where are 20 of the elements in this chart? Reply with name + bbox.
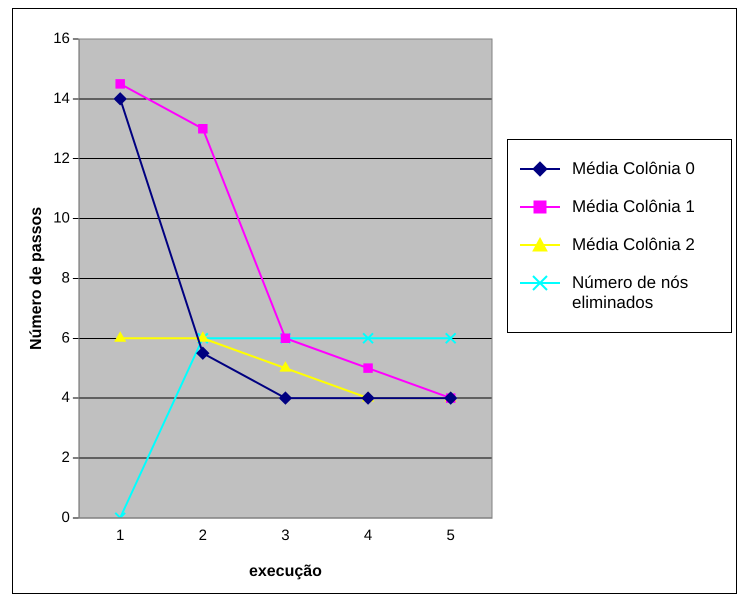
y-tick-label: 2 <box>62 449 70 466</box>
x-tick-label: 3 <box>281 526 290 544</box>
y-tick-label: 12 <box>53 150 70 167</box>
y-tick-label: 16 <box>53 30 70 48</box>
x-tick-label: 1 <box>116 526 124 544</box>
y-tick-label: 4 <box>62 389 70 406</box>
x-tick-label: 5 <box>446 526 455 544</box>
y-tick-label: 8 <box>62 270 70 287</box>
y-tick-label: 14 <box>53 90 70 107</box>
legend-label: Média Colônia 1 <box>572 197 695 217</box>
x-axis-title: execução <box>248 562 322 580</box>
y-tick-label: 0 <box>62 508 70 526</box>
legend-label: Média Colônia 2 <box>572 235 695 255</box>
y-tick-label: 6 <box>62 329 70 346</box>
x-tick-label: 2 <box>198 526 207 544</box>
x-tick-label: 4 <box>364 526 372 544</box>
y-tick-label: 10 <box>53 210 70 227</box>
y-axis-title: Número de passos <box>28 206 46 350</box>
legend-label: Média Colônia 0 <box>572 159 695 179</box>
legend-label: Número de nós eliminados <box>572 273 690 313</box>
